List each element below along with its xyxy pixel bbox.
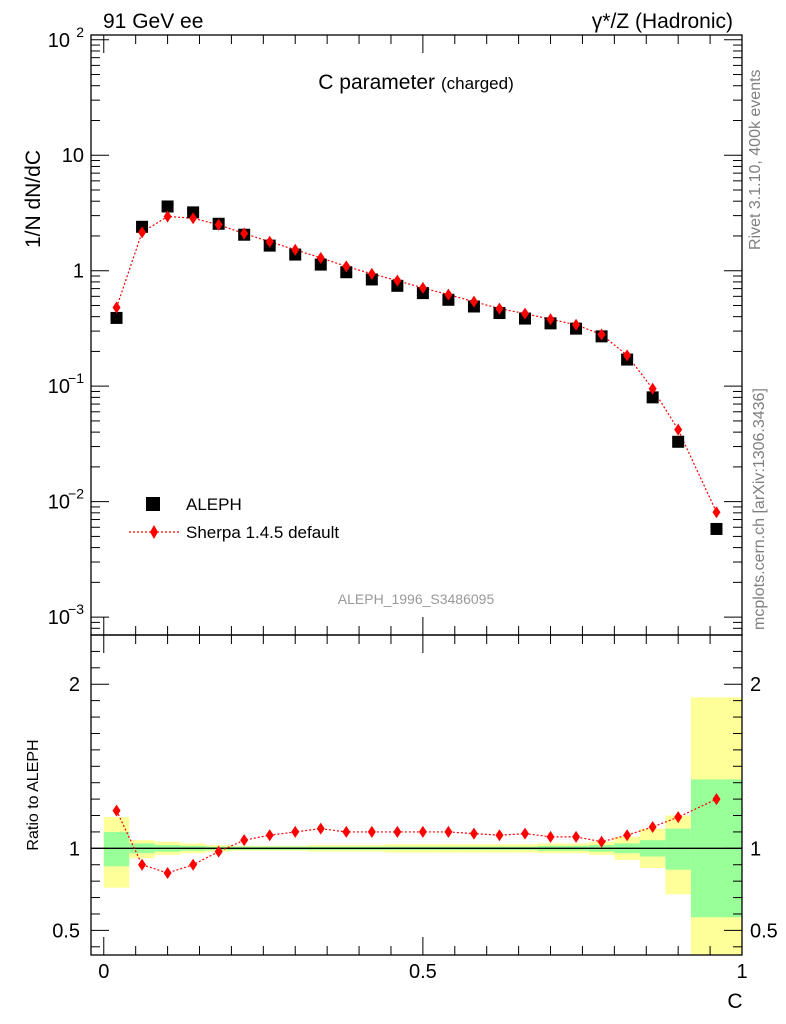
sherpa-data-point xyxy=(393,274,402,287)
sherpa-data-point xyxy=(138,226,147,239)
main-y-tick-label: 10 xyxy=(48,607,70,629)
ratio-data-point xyxy=(521,827,529,840)
legend-sherpa-label: Sherpa 1.4.5 default xyxy=(186,523,339,542)
ratio-data-point xyxy=(546,830,555,843)
ratio-data-point xyxy=(214,845,223,858)
aleph-data-point xyxy=(161,200,174,213)
ratio-series-layer xyxy=(112,793,721,879)
sherpa-data-point xyxy=(521,307,529,320)
sherpa-data-point xyxy=(444,288,453,301)
aleph-data-point xyxy=(710,522,723,535)
ratio-y-tick-label: 1 xyxy=(69,838,80,860)
main-y-tick-exponent: 2 xyxy=(76,24,84,40)
sherpa-data-point xyxy=(112,301,121,314)
ratio-data-point xyxy=(623,829,632,842)
sherpa-data-point xyxy=(291,243,300,256)
legend-aleph-marker xyxy=(146,497,160,511)
sherpa-data-point xyxy=(546,313,555,326)
sherpa-data-point xyxy=(648,382,657,395)
sherpa-data-point xyxy=(189,212,198,225)
main-y-tick-exponent: −1 xyxy=(68,370,84,386)
ratio-data-point xyxy=(444,825,453,838)
sherpa-data-point xyxy=(469,295,478,308)
ratio-data-point xyxy=(316,822,325,835)
ratio-data-point xyxy=(648,821,657,833)
ratio-data-point xyxy=(393,825,402,838)
ratio-y-tick-label: 0.5 xyxy=(52,920,80,942)
main-y-tick-label: 10 xyxy=(48,492,70,514)
main-y-tick-label: 10 xyxy=(48,30,70,52)
ratio-data-point xyxy=(291,825,300,838)
main-y-tick-exponent: −3 xyxy=(68,601,84,617)
ratio-line xyxy=(115,798,717,874)
ratio-data-point xyxy=(342,825,351,838)
sherpa-data-point xyxy=(265,235,274,248)
ratio-data-point xyxy=(163,866,172,879)
main-y-tick-label: 1 xyxy=(73,261,84,283)
ratio-band-inner xyxy=(665,828,691,870)
ratio-y-axis-label: Ratio to ALEPH xyxy=(25,739,42,850)
ratio-data-point xyxy=(572,830,581,843)
ratio-data-point xyxy=(469,827,478,840)
ratio-data-point xyxy=(712,793,721,806)
process-label: γ*/Z (Hadronic) xyxy=(592,10,733,33)
mcplots-source-label: mcplots.cern.ch [arXiv:1306.3436] xyxy=(751,388,768,630)
sherpa-data-point xyxy=(240,227,249,240)
sherpa-data-point xyxy=(214,218,223,231)
x-tick-label: 0 xyxy=(98,961,109,983)
legend-aleph-label: ALEPH xyxy=(186,495,242,514)
sherpa-data-point xyxy=(712,506,721,519)
main-y-axis-label: 1/N dN/dC xyxy=(22,150,45,248)
x-axis-label: C xyxy=(727,990,742,1013)
ratio-y-tick-label-right: 0.5 xyxy=(750,920,778,942)
ratio-data-point xyxy=(418,825,427,838)
ratio-data-point xyxy=(138,858,147,871)
main-y-tick-exponent: −2 xyxy=(68,486,84,502)
main-plot-frame xyxy=(90,34,743,636)
sherpa-data-point xyxy=(495,302,504,315)
analysis-id-label: ALEPH_1996_S3486095 xyxy=(338,591,495,607)
sherpa-data-point xyxy=(316,251,325,264)
aleph-data-point xyxy=(314,258,327,271)
ratio-y-tick-label-right: 1 xyxy=(750,838,761,860)
x-tick-label: 0.5 xyxy=(409,961,437,983)
main-y-tick-label: 10 xyxy=(48,376,70,398)
ratio-band-inner xyxy=(103,831,130,867)
chart-title: C parameter xyxy=(318,71,435,94)
legend-sherpa-marker xyxy=(150,525,158,539)
main-y-tick-label: 10 xyxy=(62,145,84,167)
sherpa-data-point xyxy=(674,423,683,436)
sherpa-data-point xyxy=(163,210,172,223)
chart-subtitle: (charged) xyxy=(441,74,514,93)
ratio-data-point xyxy=(674,811,683,824)
ratio-y-tick-label-right: 2 xyxy=(750,674,761,696)
sherpa-data-point xyxy=(597,328,606,341)
sherpa-data-point xyxy=(623,349,632,362)
main-series-layer xyxy=(110,200,723,535)
rivet-version-label: Rivet 3.1.10, 400k events xyxy=(747,69,764,250)
aleph-data-point xyxy=(672,435,685,448)
ratio-data-point xyxy=(495,829,504,842)
sherpa-data-point xyxy=(572,318,581,331)
aleph-data-point xyxy=(110,311,123,324)
ratio-data-point xyxy=(265,829,274,842)
sherpa-data-point xyxy=(342,260,351,273)
aleph-data-point xyxy=(646,391,659,404)
ratio-data-point xyxy=(112,804,121,817)
legend: ALEPH Sherpa 1.4.5 default xyxy=(129,495,339,542)
ratio-data-point xyxy=(367,825,376,838)
ratio-data-point xyxy=(240,834,249,847)
beam-label: 91 GeV ee xyxy=(103,10,203,33)
ratio-data-point xyxy=(597,835,606,848)
sherpa-data-point xyxy=(367,267,376,280)
x-tick-label: 1 xyxy=(736,961,747,983)
ratio-plot-frame xyxy=(90,634,743,956)
ratio-y-tick-label: 2 xyxy=(69,674,80,696)
ratio-uncertainty-bands xyxy=(91,697,742,955)
ratio-data-point xyxy=(189,858,198,871)
sherpa-data-point xyxy=(418,281,427,294)
